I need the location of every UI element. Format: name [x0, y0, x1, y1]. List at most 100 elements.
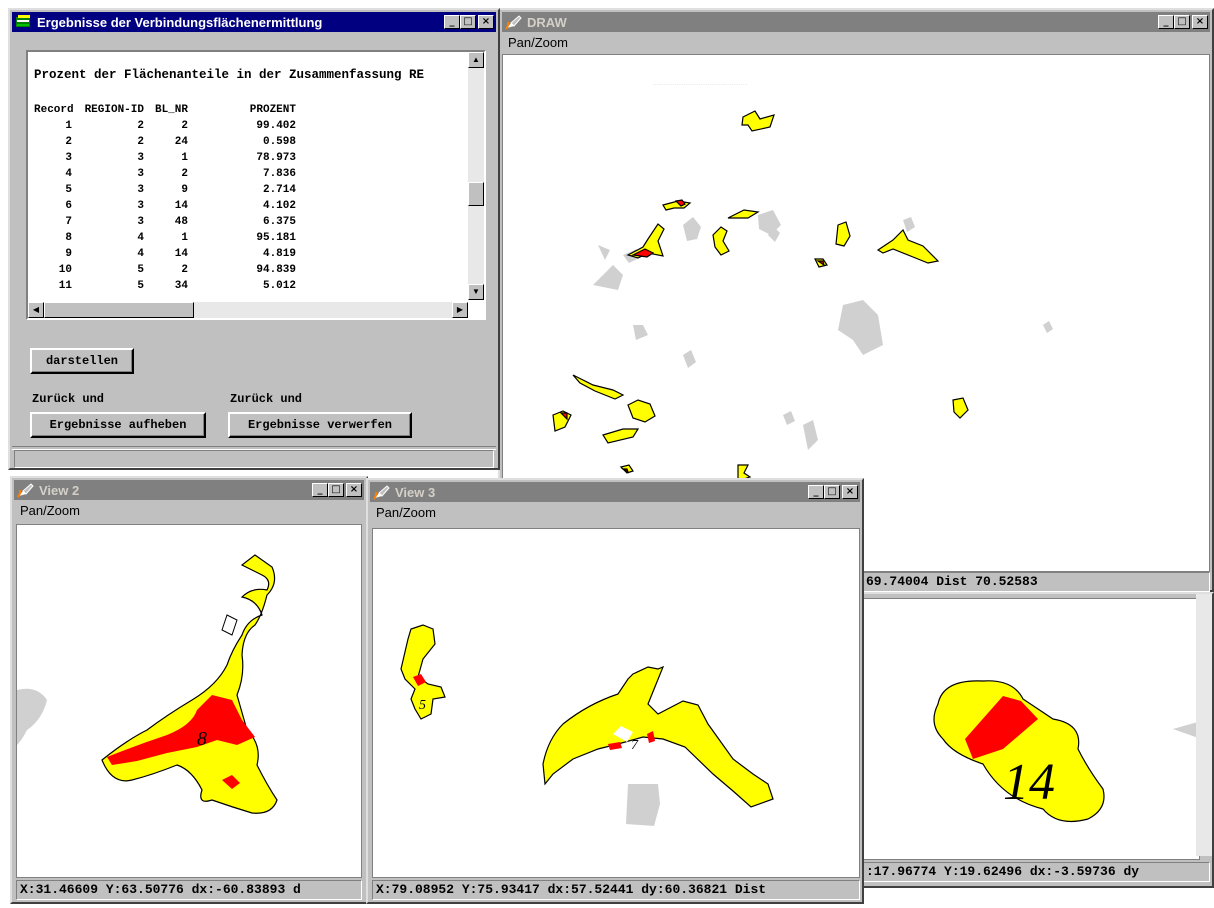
- view3-title: View 3: [395, 484, 436, 500]
- table-cell: 0.598: [262, 136, 296, 148]
- view2-canvas[interactable]: 8: [16, 524, 362, 878]
- menu-pan-zoom[interactable]: Pan/Zoom: [376, 505, 436, 520]
- menu-pan-zoom[interactable]: Pan/Zoom: [508, 35, 568, 50]
- pen-icon: [17, 482, 35, 498]
- close-icon[interactable]: ×: [842, 485, 858, 499]
- table-row: 7 3 48 6.375: [34, 214, 296, 230]
- view2-bg-region: [17, 688, 47, 745]
- view2-window: View 2 _ □ × Pan/Zoom 8 X:31.46609 Y:63.…: [10, 476, 368, 904]
- maximize-icon[interactable]: □: [460, 15, 476, 29]
- view4-scrollbar[interactable]: [1196, 594, 1212, 856]
- view3-titlebar[interactable]: View 3 _ □ ×: [370, 482, 860, 502]
- table-cell: 9: [181, 184, 188, 196]
- table-cell: 9: [65, 248, 72, 260]
- minimize-icon[interactable]: _: [1158, 15, 1174, 29]
- darstellen-button[interactable]: darstellen: [30, 348, 134, 374]
- back-label-left: Zurück und: [32, 392, 105, 406]
- view3-region-a: [400, 624, 446, 720]
- horizontal-scrollbar[interactable]: ◀ ▶: [28, 302, 468, 318]
- table-cell: 6.375: [262, 216, 296, 228]
- minimize-icon[interactable]: _: [808, 485, 824, 499]
- view3-region-b: [542, 665, 774, 808]
- results-textbox[interactable]: Prozent der Flächenanteile in der Zusamm…: [26, 50, 486, 320]
- close-icon[interactable]: ×: [1192, 15, 1208, 29]
- keep-results-button[interactable]: Ergebnisse aufheben: [30, 412, 206, 438]
- col-bl-nr: BL_NR: [154, 104, 188, 116]
- close-icon[interactable]: ×: [478, 15, 494, 29]
- table-cell: 4: [137, 232, 144, 244]
- results-titlebar[interactable]: Ergebnisse der Verbindungsflächenermittl…: [12, 12, 496, 32]
- table-cell: 2: [137, 136, 144, 148]
- table-row: 2 2 24 0.598: [34, 134, 296, 150]
- maximize-icon[interactable]: □: [824, 485, 840, 499]
- table-cell: 5: [137, 264, 144, 276]
- maximize-icon[interactable]: □: [1174, 15, 1190, 29]
- view4-window: 14 :17.96774 Y:19.62496 dx:-3.59736 dy: [850, 592, 1214, 888]
- table-cell: 2.714: [262, 184, 296, 196]
- view3-status: X:79.08952 Y:75.93417 dx:57.52441 dy:60.…: [372, 880, 860, 900]
- table-row: 9 4 14 4.819: [34, 246, 296, 262]
- view4-overlap: [965, 696, 1038, 759]
- view3-overlap-a: [413, 674, 426, 686]
- view4-canvas[interactable]: 14: [852, 598, 1200, 860]
- view3-bg-region: [626, 784, 660, 826]
- table-cell: 95.181: [256, 232, 296, 244]
- table-cell: 14: [174, 200, 188, 212]
- scroll-up-icon[interactable]: ▲: [468, 52, 484, 68]
- view4-region: [933, 680, 1105, 822]
- view3-window: View 3 _ □ × Pan/Zoom 5 7 X:79.08952 Y:7…: [366, 478, 864, 904]
- view3-menubar: Pan/Zoom: [370, 504, 860, 522]
- close-icon[interactable]: ×: [346, 483, 362, 497]
- vertical-scrollbar[interactable]: ▲ ▼: [468, 52, 484, 300]
- draw-status: 69.74004 Dist 70.52583: [862, 572, 1210, 592]
- pen-icon: [505, 14, 523, 30]
- draw-titlebar[interactable]: DRAW _ □ ×: [502, 12, 1210, 32]
- table-row: 10 5 2 94.839: [34, 262, 296, 278]
- minimize-icon[interactable]: _: [312, 483, 328, 497]
- table-row: 8 4 1 95.181: [34, 230, 296, 246]
- view3-label-b: 7: [631, 738, 639, 753]
- table-cell: 2: [181, 120, 188, 132]
- table-row: 1 2 2 99.402: [34, 118, 296, 134]
- table-cell: 3: [137, 200, 144, 212]
- scroll-right-icon[interactable]: ▶: [452, 302, 468, 318]
- view2-overlap-small: [222, 775, 240, 789]
- view2-overlap: [107, 695, 255, 765]
- view3-overlap-b1: [608, 742, 622, 750]
- table-cell: 2: [137, 120, 144, 132]
- region-polygons: [552, 110, 969, 482]
- table-cell: 4: [137, 248, 144, 260]
- view2-status: X:31.46609 Y:63.50776 dx:-60.83893 d: [16, 880, 362, 900]
- scroll-down-icon[interactable]: ▼: [468, 284, 484, 300]
- table-cell: 5.012: [262, 280, 296, 292]
- maximize-icon[interactable]: □: [328, 483, 344, 497]
- view2-titlebar[interactable]: View 2 _ □ ×: [14, 480, 364, 500]
- table-cell: 3: [137, 168, 144, 180]
- view2-label: 8: [197, 728, 207, 750]
- table-cell: 78.973: [256, 152, 296, 164]
- background-regions: [593, 210, 1053, 450]
- view3-canvas[interactable]: 5 7: [372, 528, 860, 878]
- table-row: 11 5 34 5.012: [34, 278, 296, 294]
- table-cell: 5: [137, 280, 144, 292]
- pen-icon: [373, 484, 391, 500]
- col-record: Record: [34, 104, 74, 116]
- view4-label: 14: [1003, 754, 1055, 811]
- discard-results-button[interactable]: Ergebnisse verwerfen: [228, 412, 412, 438]
- table-row: 4 3 2 7.836: [34, 166, 296, 182]
- scroll-left-icon[interactable]: ◀: [28, 302, 44, 318]
- app-icon: [15, 14, 33, 30]
- menu-pan-zoom[interactable]: Pan/Zoom: [20, 503, 80, 518]
- minimize-icon[interactable]: _: [444, 15, 460, 29]
- view2-title: View 2: [39, 482, 80, 498]
- view3-label-a: 5: [419, 698, 426, 713]
- table-cell: 2: [65, 136, 72, 148]
- table-cell: 3: [137, 216, 144, 228]
- table-cell: 1: [181, 232, 188, 244]
- draw-header-tiny: · · · · · · · · · · · · · · · · · · · · …: [653, 82, 747, 86]
- table-cell: 8: [65, 232, 72, 244]
- hscroll-thumb[interactable]: [44, 302, 194, 318]
- results-table: Record REGION-ID BL_NR PROZENT 1 2 2 99.402…: [34, 102, 296, 294]
- table-cell: 11: [58, 280, 72, 292]
- scroll-thumb[interactable]: [468, 182, 484, 206]
